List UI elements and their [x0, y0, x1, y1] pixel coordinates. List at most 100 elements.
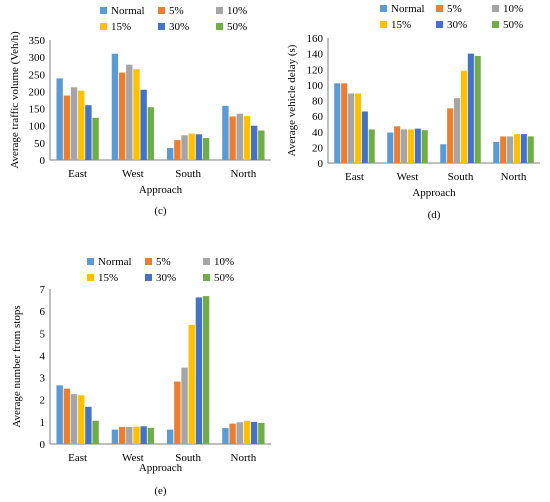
bar-north-6	[258, 130, 265, 160]
bar-north-4	[243, 116, 251, 160]
legend-item: 30%	[436, 19, 467, 31]
bar-north-3	[507, 136, 514, 163]
bar-north-6	[258, 422, 265, 444]
bar-south-3	[454, 98, 461, 163]
legend-label: 10%	[214, 256, 234, 268]
y-axis-title: Average traffic volume (Veh/h)	[9, 31, 21, 169]
legend-item: 5%	[158, 5, 184, 17]
bar-south-4	[188, 324, 195, 444]
legend-item: 30%	[145, 272, 176, 284]
x-tick-label: East	[68, 452, 87, 464]
bar-south-3	[181, 367, 188, 444]
y-tick-label: 3	[40, 373, 46, 385]
bar-west-1	[387, 132, 394, 163]
bar-west-2	[118, 72, 126, 160]
bar-east-5	[85, 105, 92, 160]
bar-west-3	[126, 64, 133, 160]
legend-label: 10%	[503, 3, 523, 15]
bar-east-4	[78, 395, 85, 444]
bar-south-5	[467, 53, 474, 163]
legend-label: 15%	[111, 21, 131, 33]
legend-item: Normal	[87, 256, 132, 268]
panel-label: (e)	[154, 485, 167, 497]
x-axis-title: Approach	[412, 187, 456, 199]
legend-swatch	[216, 23, 223, 30]
y-tick-label: 0	[40, 439, 46, 451]
legend-swatch	[87, 258, 94, 265]
y-tick-label: 5	[40, 328, 46, 340]
legend-label: 50%	[503, 19, 523, 31]
y-tick-label: 2	[40, 395, 46, 407]
x-tick-label: South	[175, 452, 201, 464]
legend-label: Normal	[391, 3, 425, 15]
bar-south-6	[202, 138, 210, 160]
x-tick-label: North	[231, 168, 257, 180]
bar-east-2	[63, 388, 71, 444]
x-tick-label: South	[448, 171, 474, 183]
bar-west-1	[111, 429, 119, 444]
legend-item: 5%	[436, 3, 462, 15]
y-tick-label: 60	[312, 111, 324, 123]
bar-north-1	[222, 105, 229, 160]
legend-item: 15%	[87, 272, 118, 284]
legend-swatch	[203, 258, 210, 265]
bar-south-1	[440, 144, 447, 163]
panel-label: (c)	[154, 205, 167, 217]
bar-south-2	[174, 140, 181, 160]
x-tick-label: West	[122, 452, 144, 464]
x-tick-label: North	[231, 452, 257, 464]
bar-east-3	[70, 87, 78, 160]
bar-west-5	[140, 426, 147, 444]
y-tick-label: 100	[29, 121, 46, 133]
y-axis-title: Average vehicle delay (s)	[286, 44, 298, 156]
legend-label: 30%	[169, 21, 189, 33]
bar-west-4	[133, 69, 140, 160]
bar-south-2	[174, 381, 181, 444]
bar-north-1	[493, 141, 500, 163]
bar-east-1	[334, 83, 341, 163]
bar-south-2	[447, 108, 454, 163]
bar-west-5	[140, 89, 147, 160]
y-tick-label: 4	[40, 350, 46, 362]
bar-east-3	[70, 394, 78, 444]
bar-east-6	[92, 420, 99, 444]
x-tick-label: East	[345, 171, 364, 183]
legend-item: 10%	[492, 3, 523, 15]
bar-north-4	[243, 420, 251, 444]
bar-east-4	[78, 90, 85, 160]
bar-south-6	[202, 296, 210, 444]
legend-swatch	[203, 274, 210, 281]
legend-swatch	[380, 21, 387, 28]
legend-item: 50%	[216, 21, 247, 33]
y-tick-label: 50	[34, 138, 46, 150]
chart-panel-1: 0 50 100 150 200 250 300 350 East West South North A…	[9, 5, 271, 217]
legend-item: 15%	[100, 21, 131, 33]
x-tick-label: North	[501, 171, 527, 183]
chart-panel-2: 0 20 40 60 80 100 120 140 160 East West South North A…	[286, 3, 540, 221]
legend-item: 50%	[492, 19, 523, 31]
bar-north-6	[527, 136, 534, 163]
legend-label: 30%	[447, 19, 467, 31]
y-tick-label: 0	[318, 158, 324, 170]
bar-west-4	[407, 129, 414, 163]
legend-item: 10%	[216, 5, 247, 17]
x-tick-label: West	[397, 171, 419, 183]
legend-swatch	[436, 5, 443, 12]
bar-south-1	[166, 148, 174, 160]
y-tick-label: 40	[312, 127, 324, 139]
legend-label: 50%	[214, 272, 234, 284]
bar-south-4	[460, 70, 467, 163]
y-tick-label: 350	[29, 35, 46, 47]
bar-west-3	[401, 129, 408, 163]
y-tick-label: 140	[307, 49, 324, 61]
legend-label: 30%	[156, 272, 176, 284]
bar-south-5	[195, 134, 203, 160]
legend-swatch	[100, 23, 107, 30]
legend-label: Normal	[111, 5, 145, 17]
bar-north-2	[229, 116, 236, 160]
y-axis-title: Average number from stops	[11, 305, 23, 427]
bar-south-3	[181, 135, 188, 160]
bar-west-3	[126, 426, 133, 444]
bar-east-4	[354, 93, 361, 163]
legend-swatch	[158, 23, 165, 30]
